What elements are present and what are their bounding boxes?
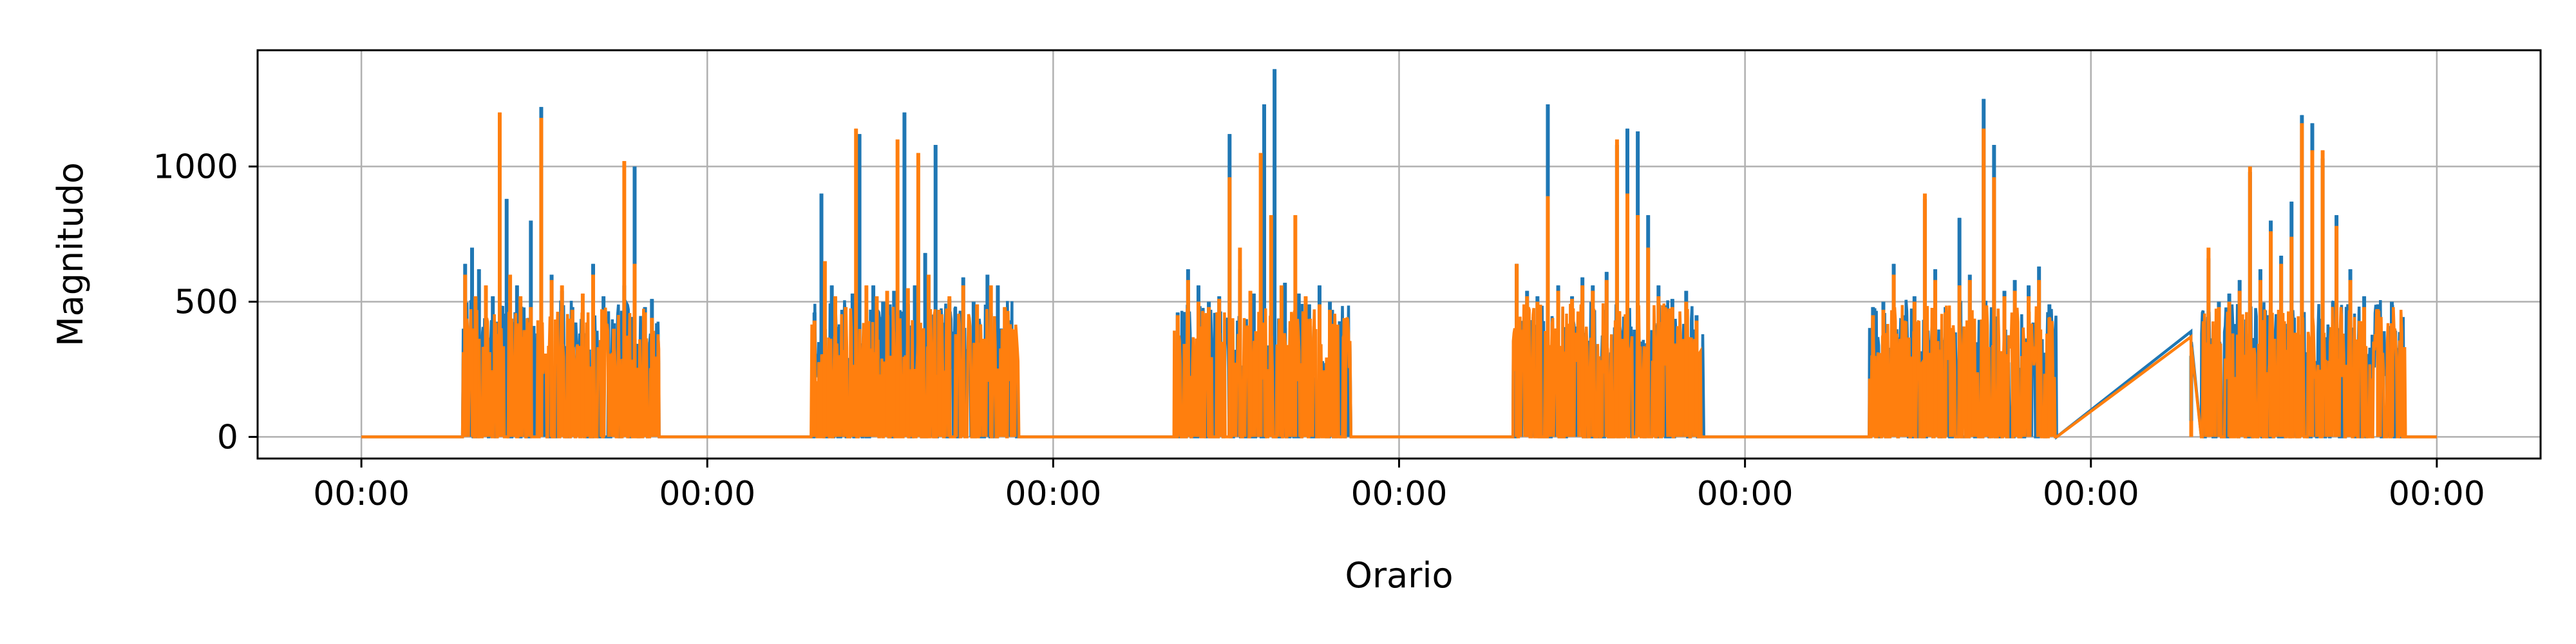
axis-ticks: 00:00 00:00 00:00 00:00 00:00 00:00 00:00 0 500 1… xyxy=(153,148,2485,513)
grid-lines xyxy=(258,50,2541,459)
y-tick-label: 0 xyxy=(217,418,238,457)
x-axis-label: Orario xyxy=(1345,555,1453,596)
x-tick-label: 00:00 xyxy=(1351,475,1448,513)
x-tick-label: 00:00 xyxy=(1697,475,1794,513)
series-layer xyxy=(361,69,2437,440)
y-tick-label: 500 xyxy=(175,283,238,321)
x-tick-label: 00:00 xyxy=(2043,475,2139,513)
x-tick-label: 00:00 xyxy=(313,475,410,513)
x-tick-label: 00:00 xyxy=(2389,475,2485,513)
y-tick-label: 1000 xyxy=(153,148,238,187)
x-tick-label: 00:00 xyxy=(1005,475,1101,513)
y-axis-label: Magnitudo xyxy=(50,162,91,346)
x-tick-label: 00:00 xyxy=(659,475,755,513)
